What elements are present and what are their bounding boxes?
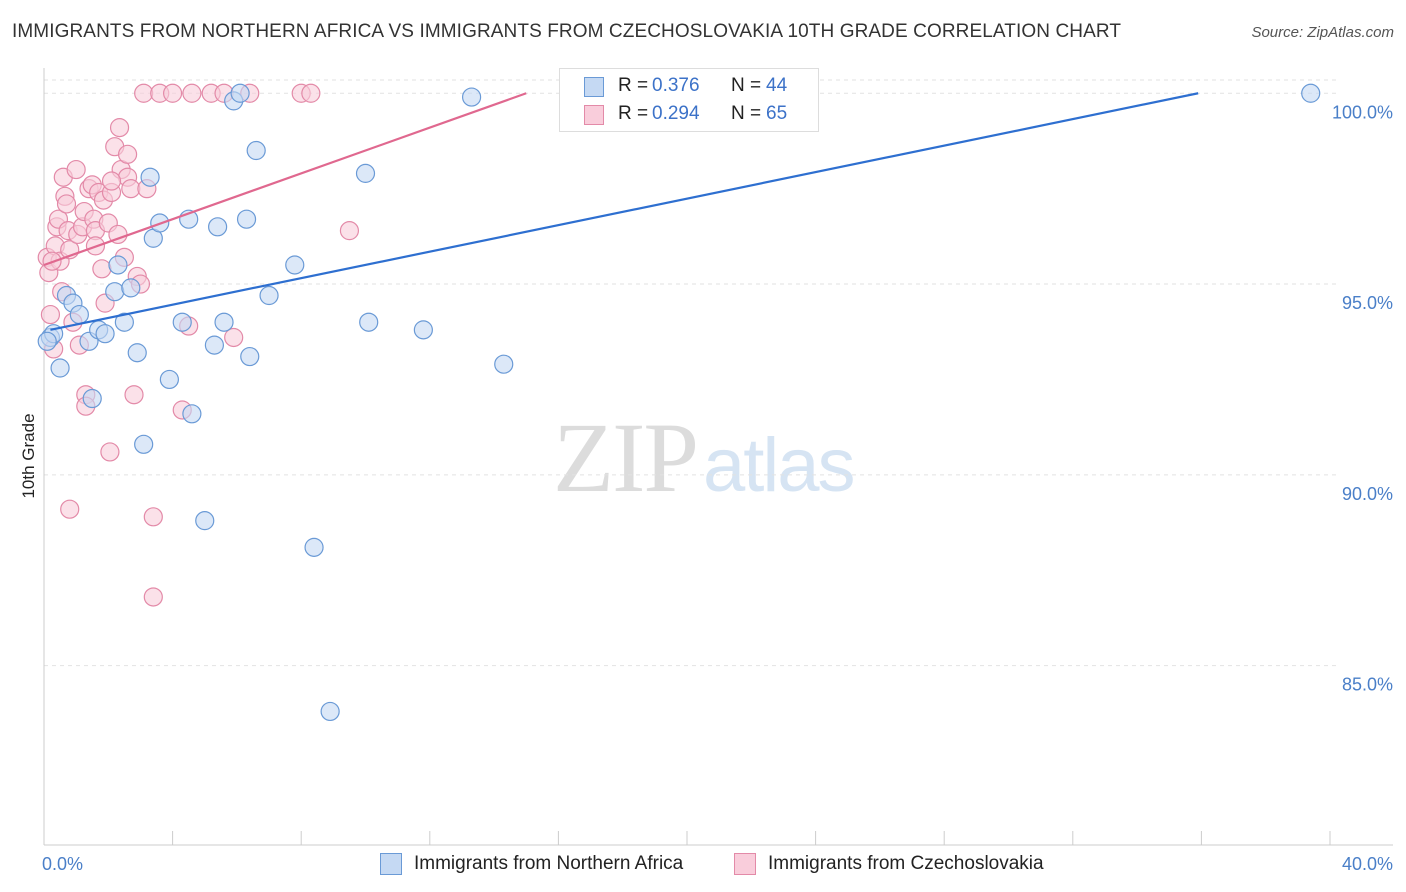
data-point [143, 587, 163, 607]
data-point [117, 144, 138, 164]
bottom-legend-label: Immigrants from Northern Africa [414, 853, 684, 874]
trendline [50, 92, 1199, 331]
data-point [304, 537, 324, 557]
data-point [182, 83, 202, 103]
data-point [69, 304, 89, 325]
data-point [140, 167, 160, 187]
bottom-legend-label: Immigrants from Czechoslovakia [768, 853, 1044, 874]
series-czechoslovakia-points [37, 83, 585, 607]
y-tick-label: 100.0% [1332, 102, 1393, 122]
data-point [60, 499, 80, 519]
gridlines [44, 79, 1340, 667]
data-point [285, 255, 305, 275]
axes [43, 68, 1393, 846]
data-point [109, 118, 130, 138]
watermark: ZIPatlas [553, 400, 856, 515]
y-axis-title: 10th Grade [19, 413, 38, 498]
source-credit: Source: ZipAtlas.com [1251, 24, 1394, 41]
data-point [100, 442, 120, 462]
x-tick-label: 0.0% [42, 854, 83, 874]
data-point [82, 388, 102, 409]
legend-n-label: N = [731, 103, 762, 124]
data-point [208, 217, 228, 237]
data-point [40, 304, 61, 325]
chart-title: IMMIGRANTS FROM NORTHERN AFRICA VS IMMIG… [12, 21, 1122, 42]
data-point [92, 259, 112, 279]
y-tick-label: 85.0% [1342, 675, 1393, 695]
data-point [134, 83, 154, 103]
data-point [124, 385, 144, 405]
data-point [1301, 83, 1321, 103]
data-point [182, 404, 202, 424]
legend-r-label: R = [618, 75, 649, 96]
legend-swatch-pink [584, 105, 604, 125]
trendline [43, 92, 527, 267]
tick-labels: 85.0% 90.0% 95.0% 100.0% 0.0% 40.0% [42, 102, 1393, 874]
data-point [172, 312, 192, 332]
y-tick-label: 90.0% [1342, 484, 1393, 504]
data-point [159, 369, 179, 390]
series-northern-africa-points [37, 83, 1321, 722]
data-point [163, 83, 183, 103]
correlation-legend: R = 0.376 N = 44 R = 0.294 N = 65 [559, 68, 819, 132]
legend-r-value: 0.294 [652, 103, 700, 124]
y-tick-label: 95.0% [1342, 293, 1393, 313]
legend-n-label: N = [731, 75, 762, 96]
data-point [105, 282, 125, 302]
data-point [413, 320, 433, 340]
data-point [195, 511, 215, 531]
data-point [259, 285, 279, 306]
data-point [494, 354, 514, 374]
x-tick-label: 40.0% [1342, 854, 1393, 874]
bottom-legend-swatch-blue [380, 853, 402, 875]
data-point [359, 312, 379, 332]
data-point [224, 327, 244, 348]
data-point [127, 343, 147, 363]
trendlines [43, 92, 1199, 331]
data-point [240, 346, 260, 367]
data-point [37, 331, 57, 351]
data-point [121, 179, 141, 199]
data-point [230, 83, 250, 103]
data-point [236, 209, 257, 229]
data-point [95, 324, 115, 344]
data-point [121, 278, 141, 298]
data-point [355, 163, 376, 183]
data-point [50, 358, 70, 378]
legend-swatch-blue [584, 77, 604, 97]
legend-r-value: 0.376 [652, 75, 700, 96]
data-point [320, 701, 340, 722]
watermark-zip: ZIP [553, 402, 699, 513]
data-point [461, 87, 482, 107]
data-point [56, 194, 77, 214]
data-point [339, 221, 360, 241]
legend-n-value: 65 [766, 103, 788, 124]
data-point [143, 507, 163, 527]
watermark-atlas: atlas [703, 423, 856, 508]
data-point [114, 312, 134, 332]
legend-n-value: 44 [766, 75, 788, 96]
bottom-legend-northern-africa: Immigrants from Northern Africa [380, 852, 683, 876]
data-point [101, 171, 122, 191]
bottom-legend-czechoslovakia: Immigrants from Czechoslovakia [734, 852, 1044, 876]
data-point [66, 159, 86, 180]
data-point [246, 140, 266, 161]
bottom-legend-swatch-pink [734, 853, 756, 875]
data-point [301, 83, 321, 103]
data-point [134, 434, 154, 454]
data-point [214, 312, 234, 332]
data-point [108, 255, 128, 275]
data-point [204, 335, 224, 355]
legend-r-label: R = [618, 103, 649, 124]
